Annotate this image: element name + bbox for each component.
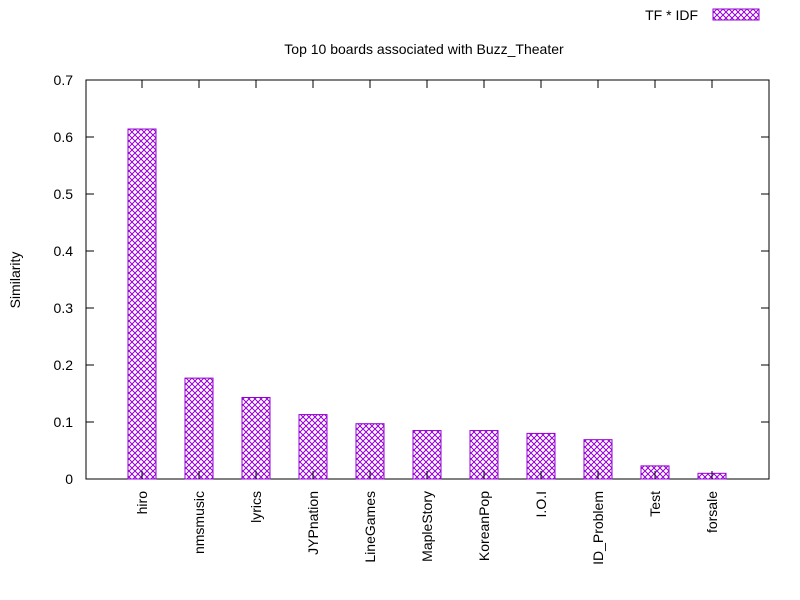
y-tick-label: 0.3 [54, 300, 74, 316]
x-tick-label: Test [647, 491, 663, 517]
y-tick-label: 0.1 [54, 414, 74, 430]
legend-swatch [712, 8, 760, 21]
x-tick-label: forsale [704, 491, 720, 533]
x-tick-label: JYPnation [305, 491, 321, 555]
y-tick-label: 0.6 [54, 129, 74, 145]
legend: TF * IDF [645, 7, 760, 23]
x-tick-label: MapleStory [419, 491, 435, 562]
y-tick-label: 0.2 [54, 357, 74, 373]
x-tick-label: nmsmusic [191, 491, 207, 554]
y-tick-label: 0 [65, 471, 73, 487]
x-axis: hiro nmsmusic lyrics JYPnation LineGames Mapl… [134, 80, 720, 565]
y-axis: 0 0.1 0.2 0.3 0.4 0.5 0.6 0.7 [54, 72, 769, 487]
y-tick-label: 0.4 [54, 243, 74, 259]
bar-lyrics [241, 396, 271, 480]
bar-hiro [127, 128, 157, 480]
x-tick-label: KoreanPop [476, 491, 492, 561]
y-axis-label: Similarity [7, 252, 23, 309]
x-tick-label: ID_Problem [590, 491, 606, 565]
bar-linegames [355, 423, 385, 480]
bars-group [127, 128, 727, 480]
bar-koreanpop [469, 430, 499, 480]
chart-title: Top 10 boards associated with Buzz_Theat… [284, 41, 564, 57]
bar-nmsmusic [184, 377, 214, 480]
y-tick-label: 0.7 [54, 72, 74, 88]
y-tick-label: 0.5 [54, 186, 74, 202]
x-tick-label: I.O.I [533, 491, 549, 517]
legend-label: TF * IDF [645, 7, 698, 23]
x-tick-label: LineGames [362, 491, 378, 563]
x-tick-label: lyrics [248, 491, 264, 523]
x-tick-label: hiro [134, 491, 150, 515]
bar-jypnation [298, 414, 328, 480]
